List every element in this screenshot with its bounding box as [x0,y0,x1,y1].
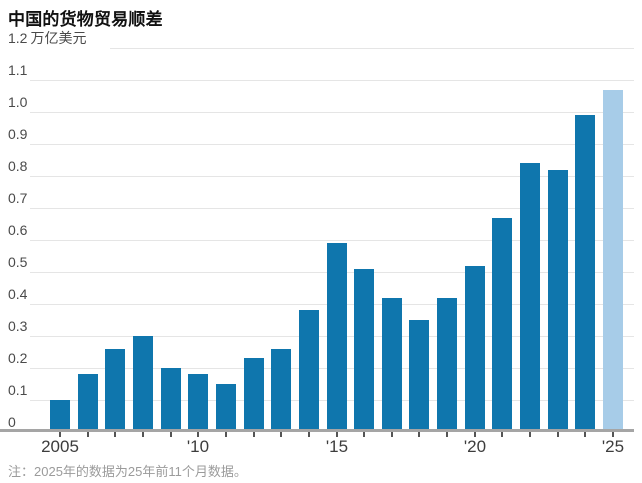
y-axis-tick-label: 0.7 [8,190,28,206]
y-axis-tick-label: 0 [8,414,16,430]
x-axis-tick [280,432,282,437]
x-axis-tick [363,432,365,437]
bar-2013 [271,349,291,431]
bar-2022 [520,163,540,431]
x-axis-tick [87,432,89,437]
bar-2017 [382,298,402,431]
x-axis-tick-label: 2005 [41,437,79,456]
bar-2010 [188,374,208,431]
y-gridline [30,144,634,145]
bar-2015 [327,243,347,431]
y-axis-tick-label: 1.0 [8,94,28,110]
bar-2019 [437,298,457,431]
y-axis-tick-label: 0.4 [8,286,28,302]
bar-2007 [105,349,125,431]
x-axis-line [0,429,634,432]
x-axis-tick [59,432,61,437]
bar-2024 [575,115,595,431]
chart-footnote: 注：2025年的数据为25年前11个月数据。 [8,464,247,479]
x-axis-tick [142,432,144,437]
bar-2020 [465,266,485,431]
y-gridline [30,208,634,209]
x-axis-tick [557,432,559,437]
x-axis-tick [114,432,116,437]
x-axis-tick [391,432,393,437]
y-gridline [30,240,634,241]
bar-2016 [354,269,374,431]
bar-2014 [299,310,319,431]
x-axis-tick [584,432,586,437]
x-axis-tick [253,432,255,437]
x-axis-tick [474,432,476,437]
x-axis-tick [170,432,172,437]
x-axis-tick [501,432,503,437]
bar-2023 [548,170,568,431]
x-axis-tick [225,432,227,437]
y-axis-tick-label: 0.8 [8,158,28,174]
x-axis-tick-label: '10 [186,437,210,456]
bar-2006 [78,374,98,431]
bar-2025 [603,90,623,431]
y-gridline [30,112,634,113]
x-axis-tick [418,432,420,437]
y-gridline [30,176,634,177]
y-axis-tick-label: 0.2 [8,350,28,366]
y-axis-tick-label: 1.2 万亿美元 [8,30,87,46]
bar-2011 [216,384,236,431]
y-axis-tick-label: 1.1 [8,62,28,78]
x-axis-tick-label: '25 [601,437,625,456]
bar-2009 [161,368,181,431]
y-axis-tick-label: 0.9 [8,126,28,142]
bar-2021 [492,218,512,431]
y-axis-tick-label: 0.3 [8,318,28,334]
x-axis-tick [612,432,614,437]
x-axis-tick [308,432,310,437]
y-gridline [110,48,634,49]
y-gridline [30,80,634,81]
y-axis-tick-label: 0.6 [8,222,28,238]
y-axis-tick-label: 0.1 [8,382,28,398]
x-axis-tick-label: '15 [325,437,349,456]
x-axis-tick [446,432,448,437]
bar-2008 [133,336,153,431]
bar-2005 [50,400,70,431]
x-axis-tick [336,432,338,437]
x-axis-tick [197,432,199,437]
bar-2012 [244,358,264,431]
y-axis-tick-label: 0.5 [8,254,28,270]
x-axis-tick [529,432,531,437]
chart-title: 中国的货物贸易顺差 [8,10,163,29]
y-axis-unit-label: 万亿美元 [30,30,87,46]
bar-2018 [409,320,429,431]
x-axis-tick-label: '20 [463,437,487,456]
